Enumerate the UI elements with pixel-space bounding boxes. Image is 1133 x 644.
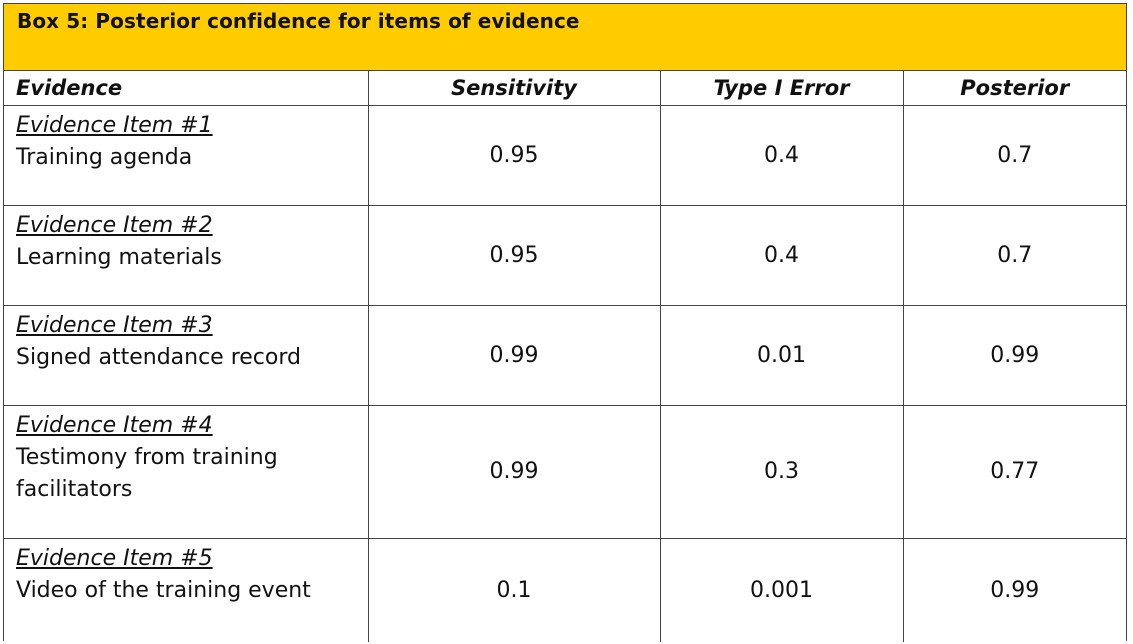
table-row: Evidence Item #1 Training agenda 0.95 0.… [4,104,1126,206]
sensitivity-cell: 0.99 [367,404,661,539]
type1-error-cell: 0.3 [659,404,904,539]
evidence-item-description: Video of the training event [16,577,311,603]
header-posterior: Posterior [902,71,1126,106]
evidence-box: Box 5: Posterior confidence for items of… [3,3,1127,642]
evidence-item-label: Evidence Item #2 [16,212,213,238]
header-type1-error: Type I Error [659,71,904,106]
evidence-cell: Evidence Item #5 Video of the training e… [4,537,369,642]
evidence-item-label: Evidence Item #4 [16,412,213,438]
evidence-item-description: Training agenda [16,144,193,170]
sensitivity-cell: 0.1 [367,537,661,642]
sensitivity-cell: 0.95 [367,104,661,206]
type1-error-cell: 0.01 [659,304,904,406]
header-evidence: Evidence [4,71,369,106]
table-header-row: Evidence Sensitivity Type I Error Poster… [4,71,1126,106]
evidence-cell: Evidence Item #2 Learning materials [4,204,369,306]
posterior-cell: 0.7 [902,104,1126,206]
evidence-item-description: Signed attendance record [16,344,301,370]
evidence-cell: Evidence Item #4 Testimony from training… [4,404,369,539]
posterior-cell: 0.77 [902,404,1126,539]
evidence-cell: Evidence Item #1 Training agenda [4,104,369,206]
evidence-item-description: Learning materials [16,244,222,270]
type1-error-cell: 0.001 [659,537,904,642]
posterior-cell: 0.99 [902,537,1126,642]
table-row: Evidence Item #5 Video of the training e… [4,537,1126,642]
type1-error-cell: 0.4 [659,204,904,306]
evidence-item-label: Evidence Item #5 [16,545,213,571]
evidence-item-label: Evidence Item #1 [16,112,213,138]
evidence-item-description: Testimony from training facilitators [16,444,278,502]
header-sensitivity: Sensitivity [367,71,661,106]
sensitivity-cell: 0.99 [367,304,661,406]
evidence-cell: Evidence Item #3 Signed attendance recor… [4,304,369,406]
table-row: Evidence Item #2 Learning materials 0.95… [4,204,1126,306]
posterior-cell: 0.7 [902,204,1126,306]
evidence-item-label: Evidence Item #3 [16,312,213,338]
posterior-cell: 0.99 [902,304,1126,406]
table-row: Evidence Item #4 Testimony from training… [4,404,1126,539]
table-row: Evidence Item #3 Signed attendance recor… [4,304,1126,406]
type1-error-cell: 0.4 [659,104,904,206]
box-title: Box 5: Posterior confidence for items of… [4,4,1126,71]
sensitivity-cell: 0.95 [367,204,661,306]
evidence-table: Evidence Sensitivity Type I Error Poster… [4,71,1126,642]
